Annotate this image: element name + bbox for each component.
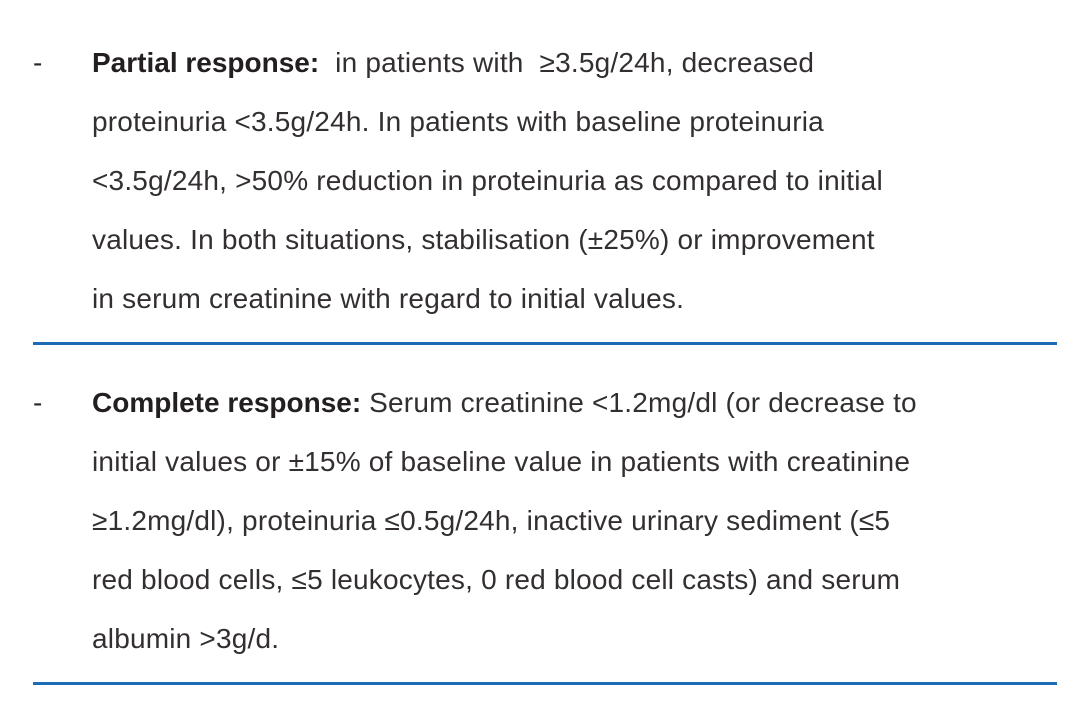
section-divider-line <box>33 682 1057 685</box>
text-line: proteinuria <3.5g/24h. In patients with … <box>92 106 824 137</box>
text-line: initial values or ±15% of baseline value… <box>92 446 911 477</box>
text-line: ≥1.2mg/dl), proteinuria ≤0.5g/24h, inact… <box>92 505 891 536</box>
bullet-item-partial-response: - Partial response: in patients with ≥3.… <box>33 33 1057 328</box>
partial-response-text: Partial response: in patients with ≥3.5g… <box>92 33 1057 328</box>
bullet-dash-marker: - <box>33 387 43 418</box>
bullet-lead-label: Partial response: <box>92 47 320 78</box>
text-line: <3.5g/24h, >50% reduction in proteinuria… <box>92 165 883 196</box>
bullet-item-complete-response: - Complete response: Serum creatinine <1… <box>33 373 1057 668</box>
bullet-dash-marker: - <box>33 47 43 78</box>
text-line: red blood cells, ≤5 leukocytes, 0 red bl… <box>92 564 901 595</box>
text-line: in serum creatinine with regard to initi… <box>92 283 685 314</box>
text-line: Partial response: in patients with ≥3.5g… <box>92 47 815 78</box>
text-line: Complete response: Serum creatinine <1.2… <box>92 387 917 418</box>
text-line: albumin >3g/d. <box>92 623 280 654</box>
section-divider-line <box>33 342 1057 345</box>
complete-response-text: Complete response: Serum creatinine <1.2… <box>92 373 1057 668</box>
text-line: values. In both situations, stabilisatio… <box>92 224 875 255</box>
bullet-lead-label: Complete response: <box>92 387 362 418</box>
